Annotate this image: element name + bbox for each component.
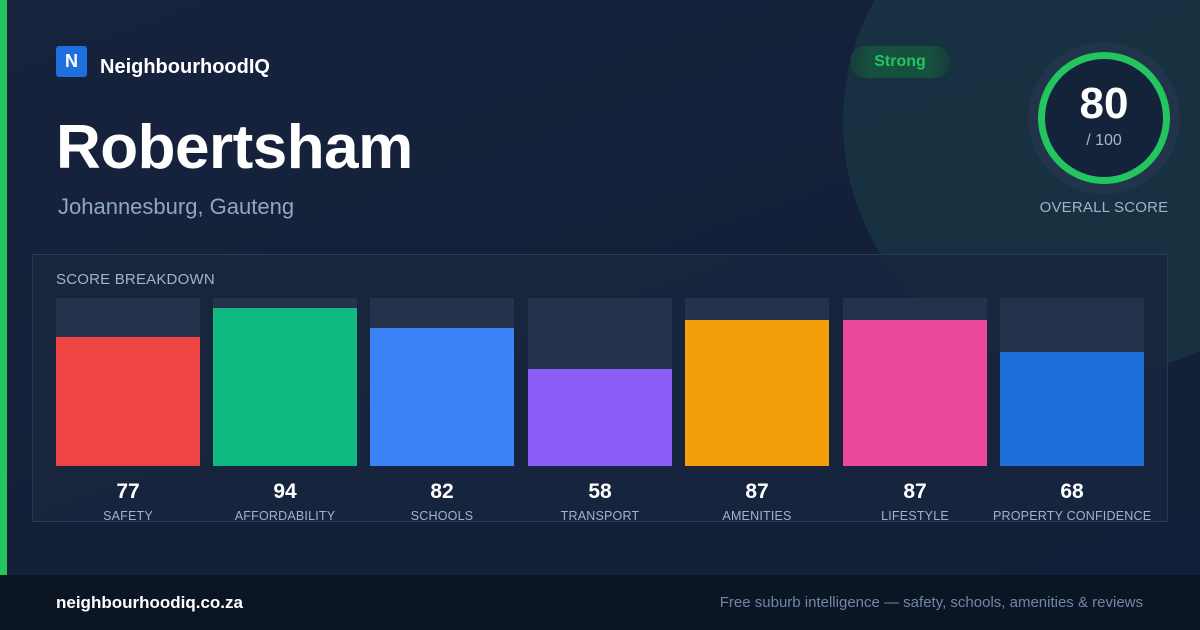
overall-score: 80 xyxy=(1079,79,1129,128)
bar-track-affordability xyxy=(213,298,357,466)
overall-score-label: OVERALL SCORE xyxy=(1039,199,1169,216)
bar-value-amenities: 87 xyxy=(745,480,769,503)
bar-track-lifestyle xyxy=(843,298,987,466)
bar-track-safety xyxy=(56,298,200,466)
suburb-location: Johannesburg, Gauteng xyxy=(58,194,295,219)
suburb-title: Robertsham xyxy=(56,113,413,182)
logo-icon: N xyxy=(56,46,87,77)
score-ring-inner xyxy=(1045,59,1163,177)
bar-fill-lifestyle xyxy=(843,320,987,466)
bar-fill-safety xyxy=(56,337,200,466)
bar-label-property-confidence: PROPERTY CONFIDENCE xyxy=(993,509,1152,523)
accent-bar xyxy=(0,0,7,575)
bar-value-safety: 77 xyxy=(116,480,140,503)
bar-fill-property-confidence xyxy=(1000,352,1144,466)
bar-fill-transport xyxy=(528,369,672,466)
bar-value-affordability: 94 xyxy=(273,480,297,503)
bar-label-affordability: AFFORDABILITY xyxy=(234,509,336,523)
bar-value-lifestyle: 87 xyxy=(903,480,927,503)
rating-badge: Strong xyxy=(850,46,950,78)
bar-track-transport xyxy=(528,298,672,466)
bar-label-schools: SCHOOLS xyxy=(410,509,474,523)
bar-track-amenities xyxy=(685,298,829,466)
brand-name: NeighbourhoodIQ xyxy=(100,56,270,78)
bar-fill-affordability xyxy=(213,308,357,466)
bar-fill-schools xyxy=(370,328,514,466)
bar-value-transport: 58 xyxy=(588,480,612,503)
bar-label-lifestyle: LIFESTYLE xyxy=(881,509,949,523)
bar-label-transport: TRANSPORT xyxy=(560,509,640,523)
bar-label-safety: SAFETY xyxy=(103,509,153,523)
bar-value-property-confidence: 68 xyxy=(1060,480,1084,503)
bar-value-schools: 82 xyxy=(430,480,454,503)
overall-score-max: / 100 xyxy=(1086,132,1122,149)
bar-label-amenities: AMENITIES xyxy=(722,509,792,523)
footer-url-link[interactable]: neighbourhoodiq.co.za xyxy=(56,593,243,612)
bar-track-schools xyxy=(370,298,514,466)
score-breakdown-title: SCORE BREAKDOWN xyxy=(56,271,215,288)
bar-track-property-confidence xyxy=(1000,298,1144,466)
bar-fill-amenities xyxy=(685,320,829,466)
footer-tagline: Free suburb intelligence — safety, schoo… xyxy=(719,594,1143,611)
footer xyxy=(0,575,1200,630)
